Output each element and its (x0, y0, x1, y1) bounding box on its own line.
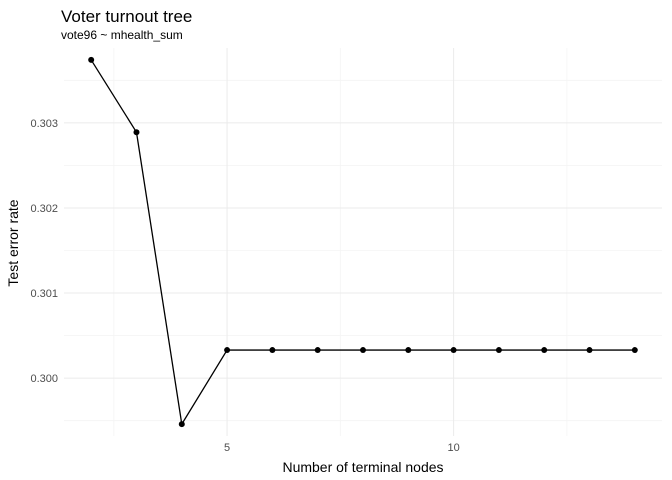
x-axis-tick-labels: 5 10 (224, 442, 460, 454)
data-point (88, 56, 95, 63)
data-point (495, 347, 502, 354)
major-gridlines (64, 48, 662, 436)
data-point (360, 347, 366, 354)
data-point (133, 129, 140, 136)
data-point (224, 347, 231, 354)
x-tick-label: 10 (447, 442, 459, 454)
data-point (405, 347, 412, 354)
series-line (90, 59, 635, 426)
x-axis-title: Number of terminal nodes (282, 459, 443, 475)
data-point (541, 347, 548, 354)
data-point (314, 347, 321, 354)
y-tick-label: 0.303 (30, 118, 58, 130)
y-tick-label: 0.300 (30, 373, 58, 385)
y-tick-label: 0.301 (30, 288, 58, 300)
chart-subtitle: vote96 ~ mhealth_sum (61, 28, 183, 42)
data-points (88, 56, 638, 428)
data-point (586, 347, 593, 354)
y-axis-title: Test error rate (5, 199, 21, 286)
data-point (450, 347, 457, 354)
y-axis-tick-labels: 0.300 0.301 0.302 0.303 (30, 118, 58, 385)
x-tick-label: 5 (224, 442, 230, 454)
minor-gridlines (64, 48, 662, 436)
chart-title: Voter turnout tree (61, 7, 192, 26)
y-tick-label: 0.302 (30, 203, 58, 215)
data-point (178, 421, 185, 428)
data-point (631, 347, 638, 354)
data-point (269, 347, 276, 354)
